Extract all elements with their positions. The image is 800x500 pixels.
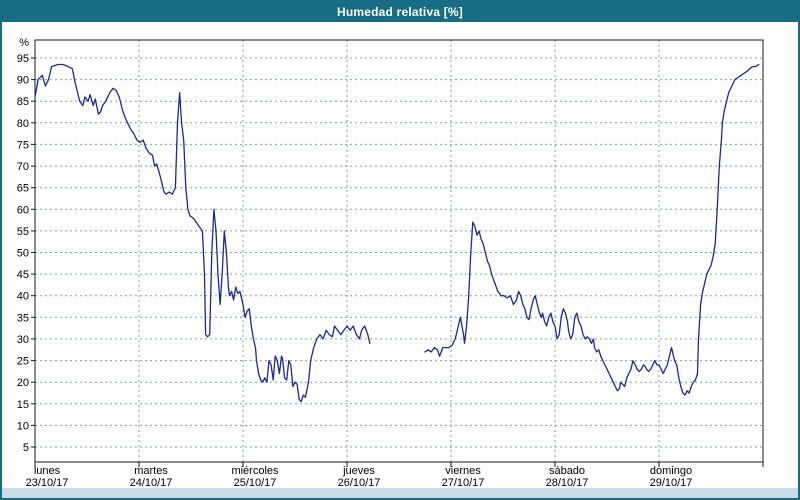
chart-area: 5 10 15 20 25 30 35 40 45 50 55 60 65 70 75 80 85 90 95% lu… <box>2 22 798 488</box>
svg-text:23/10/17: 23/10/17 <box>26 477 69 488</box>
svg-text:90: 90 <box>17 75 29 87</box>
svg-text:martes: martes <box>134 465 168 477</box>
svg-text:29/10/17: 29/10/17 <box>650 477 693 488</box>
svg-text:95: 95 <box>17 53 29 65</box>
window-title: Humedad relativa [%] <box>2 2 798 22</box>
svg-text:15: 15 <box>17 399 29 411</box>
svg-text:sábado: sábado <box>549 465 585 477</box>
svg-text:24/10/17: 24/10/17 <box>130 477 173 488</box>
svg-text:jueves: jueves <box>342 465 375 477</box>
svg-text:35: 35 <box>17 312 29 324</box>
status-strip <box>2 488 798 498</box>
svg-text:miércoles: miércoles <box>231 465 279 477</box>
svg-text:domingo: domingo <box>650 465 692 477</box>
svg-text:25: 25 <box>17 356 29 368</box>
svg-text:40: 40 <box>17 291 29 303</box>
svg-text:45: 45 <box>17 269 29 281</box>
svg-text:5: 5 <box>23 442 29 454</box>
svg-text:%: % <box>19 37 29 49</box>
svg-text:60: 60 <box>17 204 29 216</box>
svg-text:26/10/17: 26/10/17 <box>338 477 381 488</box>
svg-text:75: 75 <box>17 139 29 151</box>
svg-text:55: 55 <box>17 226 29 238</box>
svg-text:80: 80 <box>17 118 29 130</box>
humidity-chart: 5 10 15 20 25 30 35 40 45 50 55 60 65 70 75 80 85 90 95% lu… <box>17 37 764 488</box>
svg-text:25/10/17: 25/10/17 <box>234 477 277 488</box>
svg-text:30: 30 <box>17 334 29 346</box>
svg-text:27/10/17: 27/10/17 <box>442 477 485 488</box>
svg-text:70: 70 <box>17 161 29 173</box>
svg-text:28/10/17: 28/10/17 <box>546 477 589 488</box>
svg-text:50: 50 <box>17 248 29 260</box>
svg-text:65: 65 <box>17 183 29 195</box>
svg-text:10: 10 <box>17 420 29 432</box>
svg-text:viernes: viernes <box>445 465 481 477</box>
svg-text:20: 20 <box>17 377 29 389</box>
svg-text:lunes: lunes <box>34 465 61 477</box>
svg-text:85: 85 <box>17 96 29 108</box>
